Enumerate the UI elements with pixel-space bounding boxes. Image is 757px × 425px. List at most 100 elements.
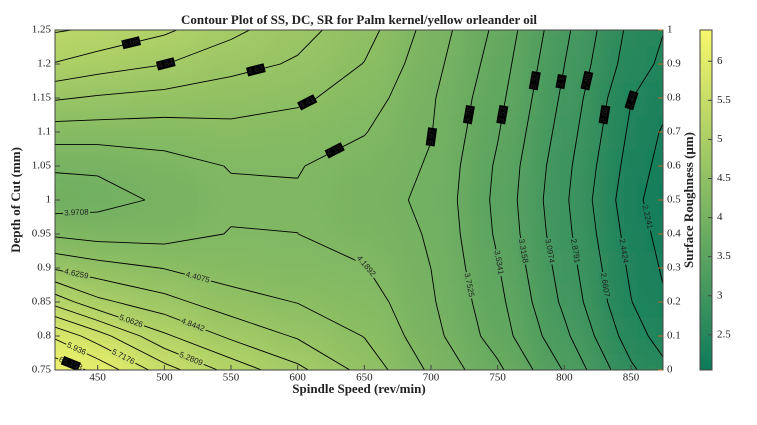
colorbar-tick-label: 2.5 — [717, 328, 731, 340]
contour-line — [363, 337, 389, 370]
contour-line — [164, 150, 224, 167]
contour-label-bg — [354, 252, 379, 280]
y2-axis-label: Surface Roughness (μm) — [681, 132, 696, 268]
contour-line — [97, 330, 112, 337]
contour-line — [552, 97, 560, 133]
heat-cell — [264, 353, 332, 370]
contour-line — [221, 335, 232, 341]
contour-line — [647, 335, 663, 358]
colorbar-tick-label: 4.5 — [717, 172, 731, 184]
heat-cell — [197, 353, 265, 370]
contour-line — [630, 296, 633, 303]
contour-label: 3.53 — [496, 106, 508, 123]
contour-line — [80, 335, 98, 345]
contour-label-bg — [543, 237, 557, 266]
contour-label: 3.1 — [556, 75, 567, 88]
heat-cell — [264, 319, 332, 354]
contour-line — [505, 63, 513, 99]
heat-cell — [397, 183, 465, 218]
heat-cell — [531, 319, 599, 354]
contour-line — [55, 316, 98, 332]
contour-line — [188, 301, 232, 317]
heat-cell — [464, 47, 532, 82]
contour-line — [97, 64, 165, 75]
contour-line — [459, 131, 467, 167]
x-tick-label: 500 — [156, 372, 173, 384]
heat-cell — [264, 30, 332, 48]
contour-label-bg — [117, 312, 146, 330]
contour-line — [55, 293, 75, 303]
contour-label-bg — [462, 104, 475, 125]
y-tick-label: 1.1 — [37, 126, 51, 138]
contour-label: 2.66 — [599, 106, 610, 123]
heat-cell — [531, 251, 599, 286]
contour-label-bg — [496, 104, 509, 125]
contour-line — [97, 259, 160, 269]
heat-cell — [55, 81, 77, 116]
contour-line — [607, 301, 620, 337]
contour-line — [55, 73, 98, 82]
contour-line — [443, 335, 466, 370]
heat-cell — [464, 30, 532, 48]
contour-line — [388, 63, 405, 99]
heat-cell — [531, 183, 599, 218]
contour-line — [288, 335, 298, 340]
heat-cell — [331, 115, 399, 150]
heat-cell — [264, 47, 332, 82]
heat-cell — [76, 47, 132, 82]
contour-label-bg — [178, 315, 208, 334]
colorbar — [699, 29, 713, 371]
contour-label-bg — [121, 36, 142, 50]
heat-cell — [331, 285, 399, 320]
contour-line — [471, 63, 482, 99]
contour-line — [97, 175, 146, 201]
contour-line — [280, 54, 298, 65]
contour-label-bg — [297, 94, 318, 111]
heat-cell — [531, 353, 599, 370]
y2-tick-label: 0.7 — [667, 126, 681, 138]
heat-cell — [131, 149, 199, 184]
heat-cell — [647, 47, 663, 82]
y2-tick-label: 0.9 — [667, 58, 681, 70]
contour-line — [367, 97, 390, 133]
contour-label-bg — [462, 271, 477, 300]
contour-line — [55, 97, 76, 101]
contour-line — [55, 253, 98, 261]
contour-label-bg — [60, 356, 82, 370]
contour-line — [563, 317, 571, 337]
heat-cell — [197, 81, 265, 116]
y2-tick-label: 1 — [667, 24, 673, 36]
contour-line — [298, 233, 365, 265]
heat-cell — [76, 319, 132, 354]
contour-line — [75, 95, 98, 99]
contours: 2.22412.44242.66072.87913.09743.31583.53… — [55, 30, 663, 370]
contour-line — [164, 332, 173, 337]
heat-cell — [647, 115, 663, 150]
heat-cell — [331, 217, 399, 252]
y-tick-label: 0.85 — [32, 296, 52, 308]
contour-label: 4.84 — [157, 58, 175, 71]
plot-area — [55, 30, 663, 370]
heat-cell — [531, 30, 599, 48]
contour-line — [594, 335, 612, 370]
contour-line — [230, 285, 293, 303]
heat-cell — [264, 115, 332, 150]
contour-line — [166, 39, 232, 65]
contour-line — [110, 335, 165, 364]
contour-line — [164, 293, 190, 303]
contour-label: 2.88 — [581, 72, 593, 90]
contour-line — [480, 335, 499, 360]
heat-cell — [197, 30, 265, 48]
contour-line — [430, 268, 437, 303]
y-tick-label: 1.25 — [32, 24, 52, 36]
heat-cell — [264, 285, 332, 320]
heat-cell — [331, 149, 399, 184]
y-tick-label: 1.05 — [32, 160, 52, 172]
contour-line — [571, 131, 579, 167]
contour-line — [74, 301, 98, 311]
x-tick-label: 850 — [623, 372, 640, 384]
y-tick-label: 0.9 — [37, 262, 51, 274]
contour-line — [542, 199, 547, 235]
heat-cell — [55, 30, 77, 48]
contour-label: 2.4424 — [617, 238, 630, 264]
